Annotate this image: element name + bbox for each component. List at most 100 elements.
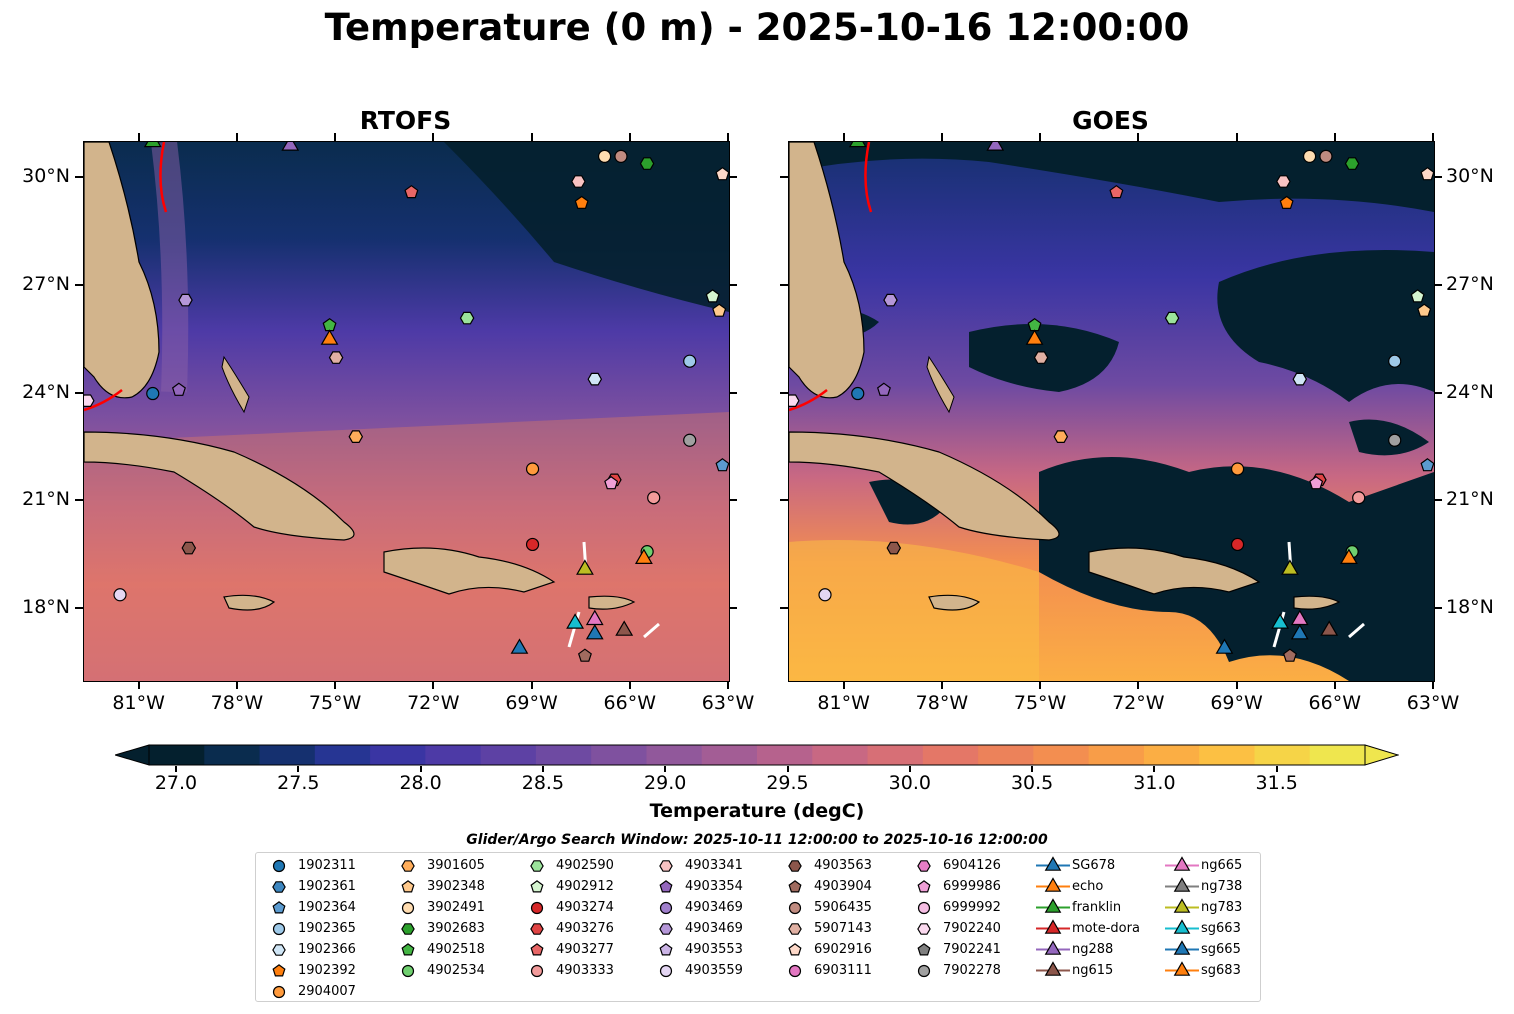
lat-label: 21°N — [22, 488, 70, 511]
colorbar-cell — [757, 745, 813, 765]
legend-item: 6902916 — [776, 939, 872, 960]
colorbar-cell — [1143, 745, 1200, 765]
lat-label: 21°N — [1446, 488, 1494, 511]
legend-marker-icon — [905, 939, 943, 960]
colorbar-tick — [664, 766, 667, 772]
colorbar-tick — [1275, 766, 1278, 772]
platform-marker — [1420, 166, 1434, 181]
platform-marker — [525, 462, 540, 476]
legend-marker-icon — [776, 855, 814, 876]
platform-marker — [634, 548, 653, 564]
landmasses — [84, 142, 636, 611]
legend-item: 4903276 — [518, 918, 614, 939]
platform-marker — [715, 166, 729, 181]
legend-label: 4903274 — [556, 900, 614, 915]
lat-tick — [75, 499, 83, 502]
legend-item: 4903341 — [647, 855, 743, 876]
legend-marker-icon — [1163, 918, 1201, 939]
colorbar-cell — [978, 745, 1034, 765]
platform-marker — [639, 157, 655, 170]
legend-label: 4902518 — [427, 942, 485, 957]
colorbar-cell — [370, 745, 426, 765]
legend-marker-icon — [1163, 876, 1201, 897]
colorbar-cell — [535, 745, 592, 765]
legend-label: echo — [1072, 879, 1104, 894]
colorbar-extend-low — [115, 744, 150, 766]
lon-tick-top — [137, 133, 140, 141]
lat-label: 24°N — [1446, 380, 1494, 403]
rtofs-map-svg — [84, 142, 729, 681]
legend-marker-icon — [905, 960, 943, 981]
legend-column: 1902311 1902361 1902364 1902365 1902366 19023… — [260, 855, 356, 1002]
legend-item: 6904126 — [905, 855, 1001, 876]
colorbar-tick — [541, 766, 544, 772]
lat-tick-left — [780, 607, 788, 610]
legend-item: 4902912 — [518, 876, 614, 897]
lat-tick — [1434, 499, 1442, 502]
legend-title: Glider/Argo Search Window: 2025-10-11 12… — [466, 832, 1048, 848]
legend-item: 5907143 — [776, 918, 872, 939]
legend-label: mote-dora — [1072, 921, 1140, 936]
legend-label: 4903276 — [556, 921, 614, 936]
colorbar-cell — [1254, 745, 1311, 765]
lon-tick — [432, 681, 435, 689]
platform-marker — [683, 354, 697, 368]
legend-marker-icon — [389, 855, 427, 876]
colorbar-cell — [701, 745, 758, 765]
legend: 1902311 1902361 1902364 1902365 1902366 19023… — [255, 852, 1261, 1002]
platform-marker — [459, 311, 475, 325]
platform-marker — [1279, 195, 1294, 210]
platform-markers — [789, 142, 1434, 662]
platform-marker — [328, 351, 344, 364]
lat-tick — [75, 391, 83, 394]
platform-marker — [712, 303, 727, 317]
platform-marker — [1230, 462, 1245, 476]
colorbar-cell — [591, 745, 647, 765]
legend-column: SG678 echo franklin mote-dora ng288 ng615 — [1034, 855, 1140, 981]
lon-label: 69°W — [1210, 692, 1263, 714]
lon-tick — [842, 681, 845, 689]
legend-label: 1902365 — [298, 921, 356, 936]
legend-item: ng783 — [1163, 897, 1242, 918]
legend-marker-icon — [389, 918, 427, 939]
platform-marker — [604, 476, 619, 490]
legend-label: 3901605 — [427, 858, 485, 873]
legend-item: 4903563 — [776, 855, 872, 876]
lon-tick — [530, 681, 533, 689]
legend-item: 3901605 — [389, 855, 485, 876]
lon-label: 69°W — [505, 692, 558, 714]
legend-item: 1902364 — [260, 897, 356, 918]
legend-marker-icon — [389, 876, 427, 897]
colorbar-cell — [314, 745, 371, 765]
platform-marker — [1417, 303, 1432, 317]
legend-item: 3902348 — [389, 876, 485, 897]
legend-marker-icon — [776, 939, 814, 960]
colorbar-tick-label: 31.5 — [1255, 772, 1298, 794]
legend-item: sg663 — [1163, 918, 1242, 939]
colorbar-cell — [149, 745, 205, 765]
platform-marker — [113, 588, 127, 602]
lon-label: 78°W — [915, 692, 969, 714]
colorbar-cell — [204, 745, 261, 765]
lat-label: 24°N — [22, 380, 70, 403]
lon-tick-top — [1137, 133, 1140, 141]
landmasses — [789, 142, 1341, 611]
legend-item: 4902534 — [389, 960, 485, 981]
legend-marker-icon — [647, 897, 685, 918]
legend-label: 1902366 — [298, 942, 356, 957]
legend-label: 3902491 — [427, 900, 485, 915]
legend-item: 2904007 — [260, 981, 356, 1002]
platform-marker — [1281, 559, 1299, 575]
colorbar-tick-label: 30.5 — [1010, 772, 1054, 794]
colorbar-tick-label: 31.0 — [1133, 772, 1176, 794]
lat-label: 27°N — [1446, 272, 1494, 295]
legend-marker-icon — [1034, 876, 1072, 897]
platform-marker — [986, 142, 1005, 151]
cool-water-region — [444, 142, 729, 312]
lat-tick — [1434, 283, 1442, 286]
platform-marker — [1215, 638, 1234, 654]
legend-label: 6903111 — [814, 963, 872, 978]
legend-label: 1902311 — [298, 858, 356, 873]
legend-label: SG678 — [1072, 858, 1116, 873]
lon-label: 81°W — [817, 692, 870, 714]
